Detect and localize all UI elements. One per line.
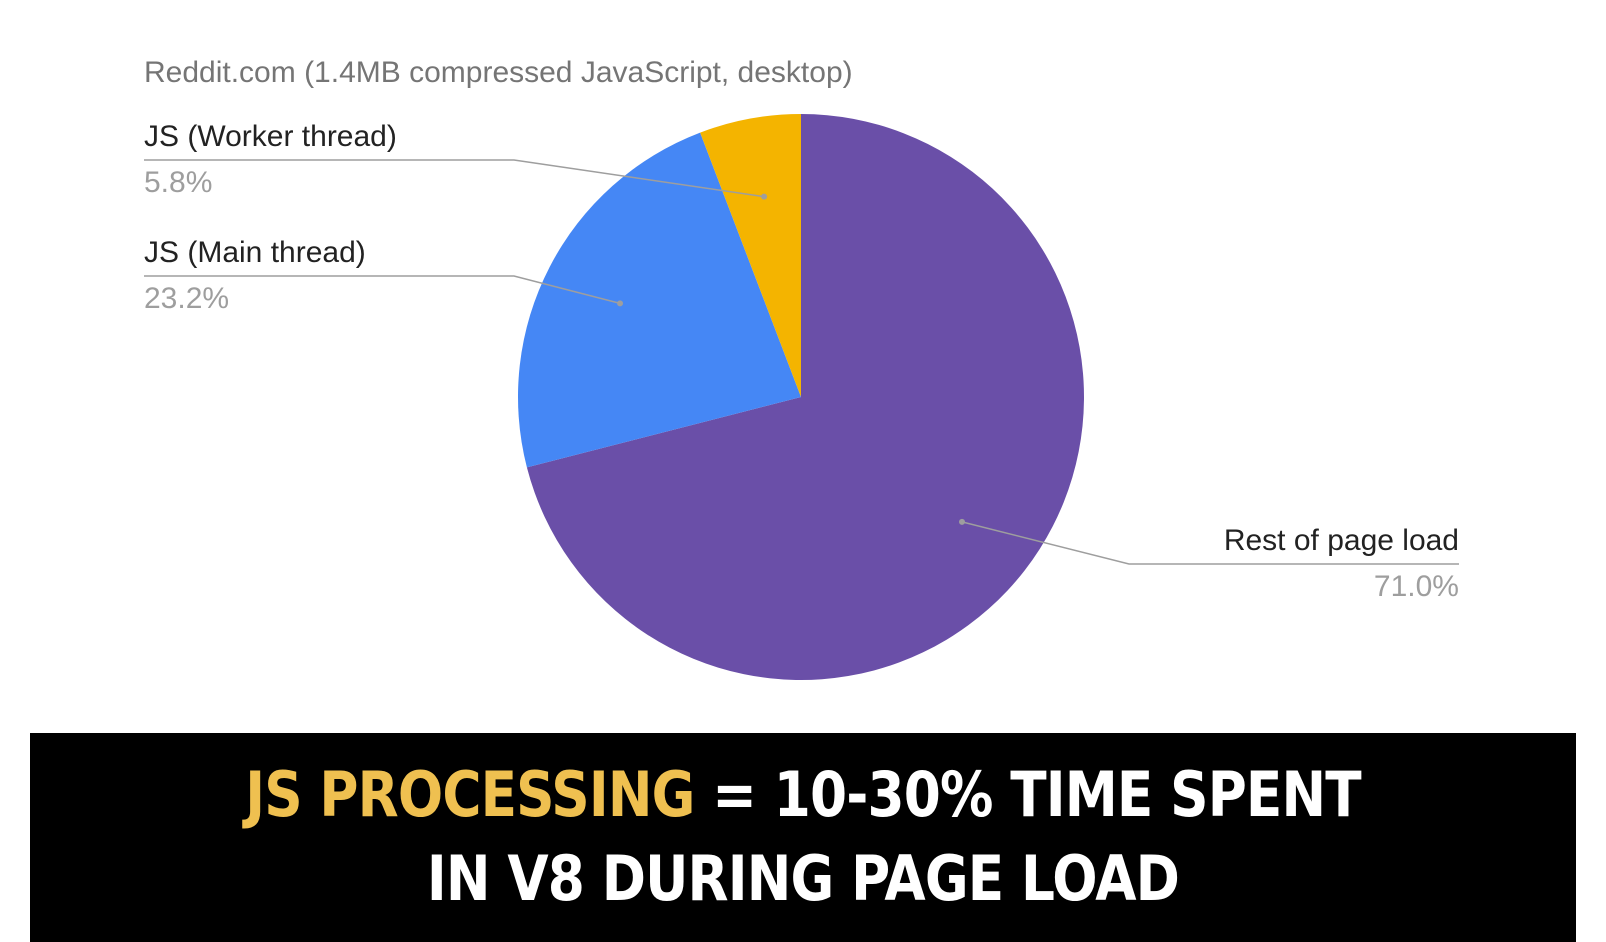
slice-label: Rest of page load — [1224, 524, 1459, 557]
pie-slices — [518, 114, 1084, 681]
leader-line — [961, 521, 1459, 565]
headline-banner: JS PROCESSING = 10-30% TIME SPENT IN V8 … — [30, 733, 1576, 942]
chart-title: Reddit.com (1.4MB compressed JavaScript,… — [144, 56, 853, 89]
slice-label: JS (Main thread) — [144, 236, 366, 269]
headline-line-1-rest: = 10-30% TIME SPENT — [694, 758, 1361, 831]
leader-lines — [144, 159, 1459, 565]
headline-highlight: JS PROCESSING — [245, 758, 695, 831]
leader-line — [144, 159, 765, 198]
pie-slice-js-main-thread — [518, 132, 801, 468]
slice-labels: Rest of page load 71.0% JS (Main thread) 23… — [144, 120, 1459, 603]
slice-value: 23.2% — [144, 282, 229, 315]
slice-value: 5.8% — [144, 166, 212, 199]
slice-value: 71.0% — [1374, 570, 1459, 603]
pie-slice-rest-of-page-load — [526, 114, 1084, 681]
slice-label: JS (Worker thread) — [144, 120, 397, 153]
headline-line-1: JS PROCESSING = 10-30% TIME SPENT — [138, 753, 1468, 837]
pie-chart: Reddit.com (1.4MB compressed JavaScript,… — [144, 56, 1459, 681]
headline-line-2: IN V8 DURING PAGE LOAD — [426, 842, 1180, 915]
pie-slice-js-worker-thread — [700, 114, 801, 397]
leader-line — [144, 275, 621, 305]
